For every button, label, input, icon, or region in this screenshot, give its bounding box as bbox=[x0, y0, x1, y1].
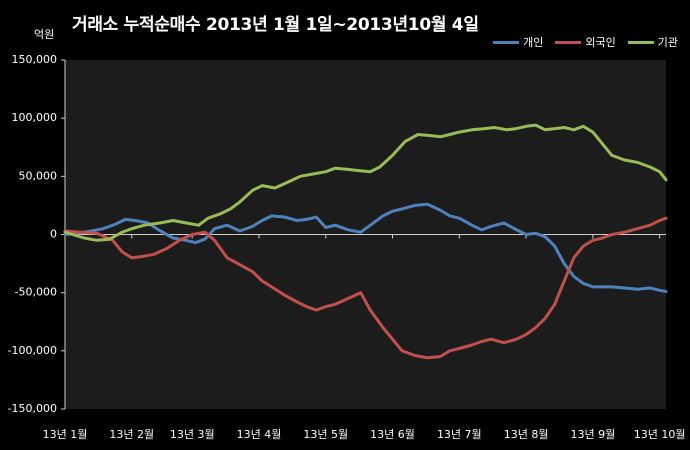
y-tick-label: 100,000 bbox=[12, 111, 58, 124]
y-tick-label: 50,000 bbox=[19, 169, 58, 182]
chart-title: 거래소 누적순매수 2013년 1월 1일~2013년10월 4일 bbox=[72, 15, 479, 35]
y-tick-label: 150,000 bbox=[12, 53, 58, 66]
x-tick-label: 13년 8월 bbox=[504, 428, 549, 441]
legend-item-institution: 기관 bbox=[627, 34, 678, 50]
y-tick-label: -50,000 bbox=[15, 286, 57, 299]
y-tick-label: -150,000 bbox=[8, 402, 57, 415]
x-tick-label: 13년 5월 bbox=[303, 428, 348, 441]
x-tick-label: 13년 3월 bbox=[170, 428, 215, 441]
y-tick-label: -100,000 bbox=[8, 344, 57, 357]
y-tick-label: 0 bbox=[50, 228, 57, 241]
legend-item-foreign: 외국인 bbox=[555, 34, 616, 50]
x-tick-label: 13년 6월 bbox=[370, 428, 415, 441]
x-tick-label: 13년 10월 bbox=[634, 428, 686, 441]
legend-item-individual: 개인 bbox=[493, 34, 543, 50]
legend-swatch-individual bbox=[493, 40, 520, 44]
x-tick-label: 13년 2월 bbox=[109, 428, 154, 441]
legend-swatch-foreign bbox=[555, 40, 582, 44]
legend: 개인 외국인 기관 bbox=[493, 34, 678, 50]
series-line-foreign bbox=[63, 216, 668, 360]
legend-label-individual: 개인 bbox=[523, 36, 544, 49]
y-axis-unit-label: 억원 bbox=[34, 28, 55, 41]
x-tick-label: 13년 4월 bbox=[237, 428, 282, 441]
series-line-individual bbox=[63, 202, 668, 293]
x-tick-label: 13년 7월 bbox=[437, 428, 482, 441]
legend-swatch-institution bbox=[627, 40, 654, 44]
series-line-institution bbox=[63, 123, 668, 242]
legend-label-institution: 기관 bbox=[657, 36, 678, 49]
legend-label-foreign: 외국인 bbox=[585, 36, 616, 49]
x-tick-label: 13년 1월 bbox=[43, 428, 88, 441]
x-tick-label: 13년 9월 bbox=[570, 428, 615, 441]
